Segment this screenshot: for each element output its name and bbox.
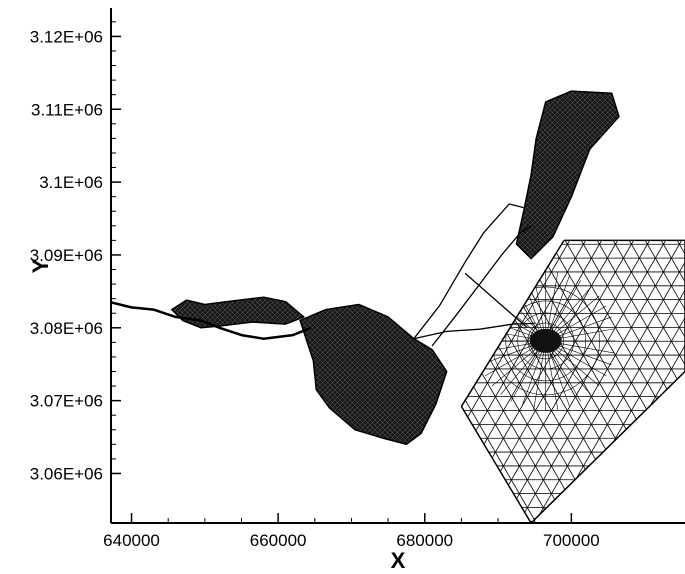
channel-outline: [413, 203, 524, 340]
mesh-line: [591, 240, 685, 523]
mesh-line: [461, 240, 592, 523]
mesh-line: [0, 230, 127, 533]
mesh-line: [461, 240, 623, 523]
x-axis-title: X: [391, 548, 406, 573]
mesh-line: [528, 240, 685, 523]
y-axis-title: Y: [28, 258, 53, 273]
mesh-line: [81, 230, 256, 533]
channel-outline: [464, 272, 528, 329]
mesh-line: [0, 230, 30, 533]
mesh-line: [495, 240, 671, 523]
mesh-line: [0, 230, 159, 533]
channel-outline: [413, 322, 535, 340]
northern-bay-mesh-region: [515, 90, 620, 260]
mesh-line: [113, 230, 288, 533]
y-tick-label: 3.07E+06: [30, 392, 103, 411]
axes: [110, 8, 685, 524]
mesh-line: [0, 230, 142, 533]
mesh-line: [512, 240, 685, 523]
mesh-line: [623, 240, 685, 523]
mesh-line: [63, 230, 238, 533]
mesh-line: [159, 230, 334, 533]
western-lake-mesh-region: [171, 296, 305, 329]
mesh-line: [0, 230, 95, 533]
mesh-line: [111, 230, 286, 533]
x-tick-label: 680000: [396, 531, 453, 550]
mesh-line: [461, 240, 624, 523]
mesh-line: [505, 300, 587, 382]
mesh-line: [671, 240, 685, 523]
mesh-line: [145, 230, 320, 533]
mesh-dense-core: [529, 328, 562, 353]
x-tick-label: 640000: [103, 531, 160, 550]
mesh-line: [79, 230, 254, 533]
mesh-line: [464, 240, 640, 523]
mesh-line: [0, 230, 110, 533]
mesh-line: [0, 230, 143, 533]
mesh-line: [129, 230, 304, 533]
mesh-line: [33, 230, 208, 533]
mesh-line: [461, 240, 591, 523]
mesh-line: [95, 230, 270, 533]
mesh-line: [127, 230, 302, 533]
mesh-line: [0, 230, 46, 533]
mesh-line: [655, 240, 685, 523]
mesh-line: [0, 230, 47, 533]
mesh-line: [607, 240, 685, 523]
mesh-line: [161, 230, 336, 533]
mesh-line: [461, 240, 576, 523]
mesh-line: [463, 240, 639, 523]
mesh-line: [0, 230, 126, 533]
mesh-line: [559, 240, 685, 523]
mesh-line: [0, 230, 111, 533]
mesh-line: [143, 230, 318, 533]
main-basin-mesh-region: [299, 303, 448, 446]
mesh-line: [47, 230, 222, 533]
mesh-line: [0, 230, 63, 533]
mesh-line: [0, 230, 31, 533]
mesh-line: [0, 230, 78, 533]
y-axis-ticks: 3.06E+06 3.07E+06 3.08E+06 3.09E+06 3.1E+06 3…: [30, 21, 121, 483]
y-tick-label: 3.08E+06: [30, 319, 103, 338]
y-tick-label: 3.06E+06: [30, 464, 103, 483]
mesh-line: [543, 240, 685, 523]
mesh-line: [639, 240, 685, 523]
mesh-line: [17, 230, 192, 533]
mesh-line: [480, 240, 656, 523]
mesh-line: [517, 312, 575, 370]
mesh-line: [65, 230, 240, 533]
mesh-line: [1, 230, 176, 533]
mesh-boundary-edge: [460, 406, 532, 523]
mesh-line: [0, 230, 14, 533]
mesh-line: [592, 240, 685, 523]
mesh-line: [0, 230, 15, 533]
x-axis-ticks: 640000 660000 680000 700000: [103, 513, 600, 550]
mesh-line: [31, 230, 206, 533]
channel-outline: [431, 225, 532, 347]
mesh-line: [527, 322, 565, 360]
mesh-line: [97, 230, 272, 533]
river-line: [111, 301, 312, 340]
y-tick-label: 3.12E+06: [30, 27, 103, 46]
x-tick-label: 660000: [250, 531, 307, 550]
mesh-line: [0, 230, 94, 533]
mesh-line: [461, 240, 543, 523]
y-tick-label: 3.11E+06: [31, 100, 103, 119]
mesh-line: [0, 230, 62, 533]
mesh-line: [560, 240, 685, 523]
mesh-boundary-edge: [460, 239, 565, 407]
mesh-line: [49, 230, 224, 533]
mesh-line: [15, 230, 190, 533]
x-tick-label: 700000: [543, 531, 600, 550]
mesh-line: [496, 240, 672, 523]
mesh-line: [511, 240, 685, 523]
mesh-line: [0, 230, 79, 533]
y-tick-label: 3.09E+06: [30, 246, 103, 265]
mesh-line: [461, 240, 575, 523]
mesh-line: [0, 230, 174, 533]
mesh-line: [575, 240, 685, 523]
mesh-line: [0, 230, 158, 533]
y-tick-label: 3.1E+06: [39, 173, 103, 192]
